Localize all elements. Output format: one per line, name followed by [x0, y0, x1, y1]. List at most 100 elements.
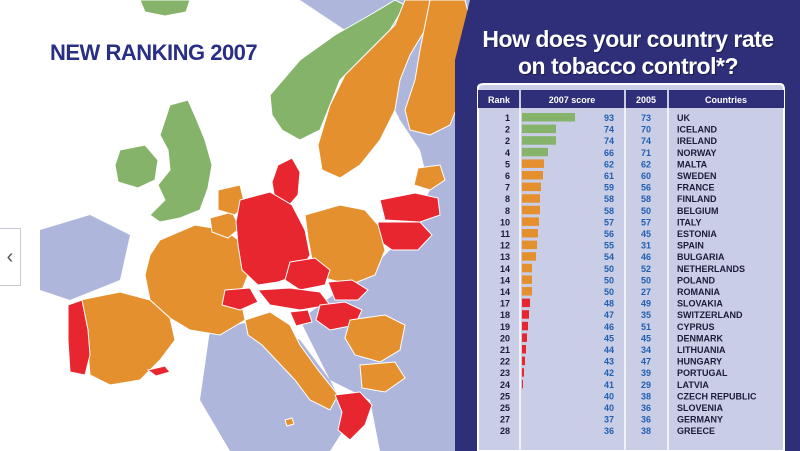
mediterranean-sea: [200, 320, 350, 451]
score-value: 66: [604, 148, 614, 158]
score-bar: [522, 229, 538, 238]
rank-cell: 11: [500, 229, 510, 239]
rank-cell: 6: [505, 171, 510, 181]
country-name: FINLAND: [677, 194, 717, 204]
rank-cell: 14: [500, 275, 510, 285]
previous-slide-button[interactable]: ‹: [0, 228, 21, 286]
bay-of-biscay: [40, 215, 130, 300]
score-value: 40: [604, 391, 614, 401]
chart-title-line-2: on tobacco control*?: [518, 53, 739, 79]
score-2005-value: 50: [641, 275, 651, 285]
score-value: 50: [604, 264, 614, 274]
score-2005-value: 29: [641, 380, 651, 390]
chart-title-line-1: How does your country rate: [482, 26, 774, 52]
country-name: MALTA: [677, 159, 708, 169]
column-header-countries: Countries: [705, 95, 747, 105]
country-name: NETHERLANDS: [677, 264, 745, 274]
column-header-score: 2007 score: [549, 95, 596, 105]
country-name: GREECE: [677, 426, 715, 436]
map-region-ireland: [114, 144, 159, 189]
country-name: FRANCE: [677, 183, 715, 193]
rank-cell: 22: [500, 357, 510, 367]
country-name: ESTONIA: [677, 229, 717, 239]
score-bar: [522, 171, 543, 180]
score-bar: [522, 263, 532, 273]
score-2005-value: 51: [641, 322, 651, 332]
country-name: UK: [677, 113, 690, 123]
map-region-latvia: [379, 192, 441, 223]
country-name: SWEDEN: [677, 171, 717, 181]
score-2005-value: 45: [641, 229, 651, 239]
score-bar: [522, 136, 556, 145]
rank-cell: 5: [505, 159, 510, 169]
score-2005-value: 71: [641, 148, 651, 158]
score-bar: [522, 275, 532, 284]
rank-cell: 17: [500, 299, 510, 309]
score-bar: [522, 124, 556, 134]
score-bar: [522, 217, 539, 226]
score-bar: [522, 345, 526, 354]
rank-cell: 4: [505, 148, 510, 158]
score-bar: [522, 194, 540, 203]
score-value: 74: [604, 136, 614, 146]
rank-cell: 10: [500, 217, 510, 227]
score-value: 50: [604, 275, 614, 285]
score-value: 47: [604, 310, 614, 320]
rank-cell: 2: [505, 136, 510, 146]
score-value: 55: [604, 241, 614, 251]
country-name: BELGIUM: [677, 206, 719, 216]
score-value: 46: [604, 322, 614, 332]
rank-cell: 2: [505, 125, 510, 135]
country-name: CYPRUS: [677, 322, 715, 332]
country-name: POLAND: [677, 275, 716, 285]
score-value: 62: [604, 159, 614, 169]
map-region-estonia: [413, 164, 446, 191]
score-value: 58: [604, 206, 614, 216]
score-bar: [522, 240, 537, 250]
score-2005-value: 36: [641, 403, 651, 413]
map-region-cyprus: [146, 365, 171, 377]
chart-title: How does your country rate on tobacco co…: [468, 26, 788, 80]
map-region-italy: [244, 311, 339, 411]
map-region-uk: [149, 99, 213, 223]
score-value: 50: [604, 287, 614, 297]
score-2005-value: 45: [641, 333, 651, 343]
map-region-slovenia: [289, 309, 313, 327]
score-2005-value: 36: [641, 415, 651, 425]
rank-cell: 24: [500, 380, 510, 390]
score-2005-value: 73: [641, 113, 651, 123]
country-name: ICELAND: [677, 125, 717, 135]
score-2005-value: 56: [641, 183, 651, 193]
rank-cell: 19: [500, 322, 510, 332]
table-frame: [477, 83, 785, 451]
country-name: PORTUGAL: [677, 368, 728, 378]
score-2005-value: 46: [641, 252, 651, 262]
map-region-switzerland: [221, 287, 259, 311]
score-value: 40: [604, 403, 614, 413]
map-region-czech-republic: [284, 257, 331, 291]
country-name: NORWAY: [677, 148, 717, 158]
score-2005-value: 50: [641, 206, 651, 216]
rank-cell: 8: [505, 206, 510, 216]
score-2005-value: 31: [641, 241, 651, 251]
rank-cell: 8: [505, 194, 510, 204]
score-2005-value: 34: [641, 345, 651, 355]
score-2005-value: 58: [641, 194, 651, 204]
map-region-romania: [344, 314, 406, 363]
rank-cell: 18: [500, 310, 510, 320]
score-2005-value: 74: [641, 136, 651, 146]
rank-cell: 14: [500, 264, 510, 274]
country-name: ROMANIA: [677, 287, 720, 297]
score-bar: [522, 147, 548, 157]
country-name: GERMANY: [677, 415, 723, 425]
country-name: BULGARIA: [677, 252, 725, 262]
score-2005-value: 38: [641, 426, 651, 436]
rank-cell: 1: [505, 113, 510, 123]
score-bar: [522, 368, 524, 377]
score-bar: [522, 113, 575, 122]
map-region-portugal: [67, 299, 91, 376]
score-value: 61: [604, 171, 614, 181]
